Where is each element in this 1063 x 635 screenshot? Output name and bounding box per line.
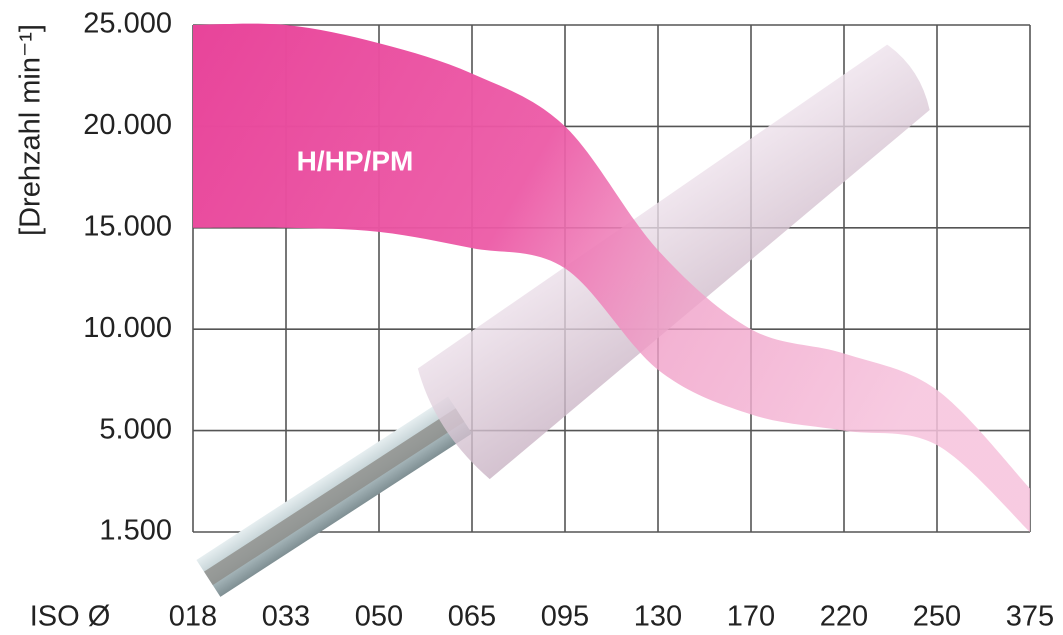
- y-tick-label: 5.000: [99, 413, 172, 445]
- y-tick-label: 15.000: [83, 210, 172, 242]
- x-tick-label: 065: [448, 601, 496, 633]
- x-tick-label: 033: [262, 601, 310, 633]
- x-tick-label: 050: [355, 601, 403, 633]
- y-tick-label: 25.000: [83, 8, 172, 40]
- speed-band: [193, 23, 1030, 532]
- x-tick-label: 095: [541, 601, 589, 633]
- band-label: H/HP/PM: [297, 145, 414, 176]
- tool-illustration: [196, 44, 930, 597]
- y-axis-title: [Drehzahl min⁻¹]: [15, 24, 47, 236]
- x-tick-label: 220: [820, 601, 868, 633]
- x-tick-label: 130: [634, 601, 682, 633]
- y-tick-label: 10.000: [83, 312, 172, 344]
- y-tick-label: 20.000: [83, 109, 172, 141]
- plot-area: H/HP/PM: [192, 23, 1031, 597]
- x-tick-label: 170: [727, 601, 775, 633]
- x-tick-label: 375: [1006, 601, 1054, 633]
- x-tick-label: 018: [169, 601, 217, 633]
- tool-shaft-core: [204, 408, 465, 586]
- tool-stone: [417, 44, 930, 480]
- x-tick-label: 250: [913, 601, 961, 633]
- y-tick-label: 1.500: [99, 515, 172, 547]
- x-axis-title: ISO Ø: [30, 601, 111, 633]
